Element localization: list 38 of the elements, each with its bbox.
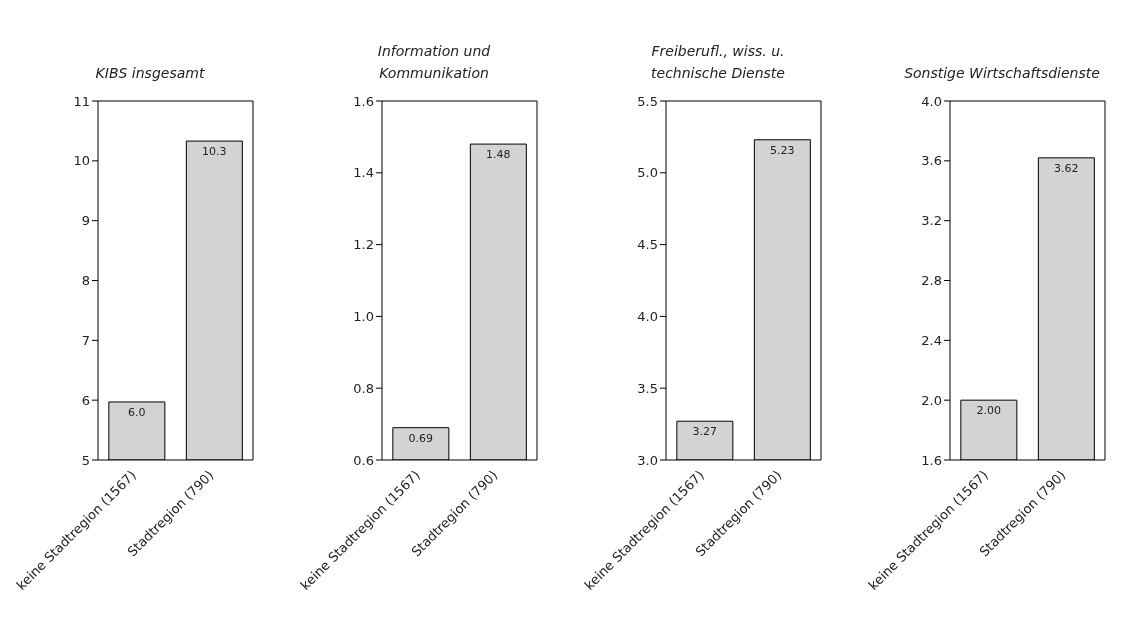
y-tick-label: 1.4 xyxy=(353,165,374,181)
y-tick-label: 5 xyxy=(81,452,90,468)
data-label: 2.00 xyxy=(976,404,1002,418)
data-label: 10.3 xyxy=(202,145,227,159)
chart-title: KIBS insgesamt xyxy=(94,64,206,83)
y-tick-label: 4.0 xyxy=(921,93,942,109)
y-tick-label: 9 xyxy=(81,213,90,229)
chart-title: Information und Kommunikation xyxy=(376,42,492,83)
y-tick-label: 10 xyxy=(73,153,90,169)
y-tick-label: 3.0 xyxy=(637,452,658,468)
data-label: 3.62 xyxy=(1054,161,1079,175)
y-tick-label: 5.5 xyxy=(637,93,658,109)
y-tick-label: 3.2 xyxy=(921,213,942,229)
y-tick-label: 2.0 xyxy=(921,392,942,408)
y-tick-label: 4.5 xyxy=(637,237,658,253)
y-tick-label: 2.4 xyxy=(921,332,942,348)
y-tick-label: 6 xyxy=(81,392,90,408)
y-tick-label: 3.5 xyxy=(637,380,658,396)
y-tick-label: 1.0 xyxy=(353,309,374,325)
y-tick-label: 2.8 xyxy=(921,273,942,289)
y-tick-label: 8 xyxy=(81,273,90,289)
y-tick-label: 1.2 xyxy=(353,237,374,253)
data-label: 5.23 xyxy=(770,143,795,157)
y-tick-label: 5.0 xyxy=(637,165,658,181)
y-tick-label: 4.0 xyxy=(637,309,658,325)
data-label: 1.48 xyxy=(486,148,511,162)
data-label: 0.69 xyxy=(408,431,434,445)
data-label: 6.0 xyxy=(128,405,146,419)
y-tick-label: 1.6 xyxy=(921,452,942,468)
chart-title: Freiberufl., wiss. u. technische Dienste xyxy=(650,42,786,83)
y-tick-label: 0.6 xyxy=(353,452,374,468)
y-tick-label: 1.6 xyxy=(353,93,374,109)
y-tick-label: 7 xyxy=(81,332,90,348)
data-label: 3.27 xyxy=(692,425,718,439)
y-tick-label: 11 xyxy=(73,93,90,109)
chart-title: Sonstige Wirtschaftsdienste xyxy=(903,64,1101,83)
y-tick-label: 3.6 xyxy=(921,153,942,169)
y-tick-label: 0.8 xyxy=(353,380,374,396)
